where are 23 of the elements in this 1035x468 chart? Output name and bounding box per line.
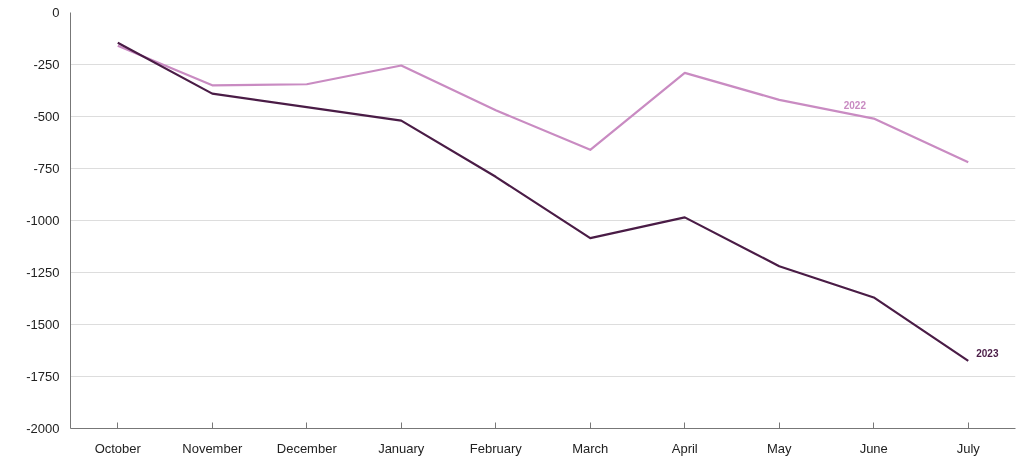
- y-tick-label: -250: [33, 57, 60, 72]
- y-tick-label: -2000: [26, 421, 60, 436]
- x-tick-label: June: [859, 440, 888, 456]
- series-label: 2023: [976, 347, 999, 359]
- x-tick-label: October: [94, 440, 142, 456]
- x-tick-label: February: [469, 440, 523, 456]
- x-tick-label: July: [956, 440, 981, 456]
- y-tick-label: -1250: [26, 265, 60, 280]
- x-tick-label: March: [572, 440, 609, 456]
- y-tick-label: -1500: [26, 317, 60, 332]
- x-tick-label: May: [766, 440, 793, 456]
- line-series: [116, 44, 970, 164]
- y-tick-label: -1000: [26, 213, 60, 228]
- y-tick-label: -500: [33, 109, 60, 124]
- line-series: [116, 41, 970, 362]
- y-tick-label: -1750: [26, 369, 60, 384]
- x-tick-label: November: [182, 440, 243, 456]
- y-tick-label: -750: [33, 161, 60, 176]
- x-tick-label: January: [378, 440, 425, 456]
- series-label: 2022: [843, 99, 867, 111]
- x-tick-label: December: [276, 440, 338, 456]
- x-tick-label: April: [671, 440, 698, 456]
- y-tick-label: 0: [52, 5, 60, 20]
